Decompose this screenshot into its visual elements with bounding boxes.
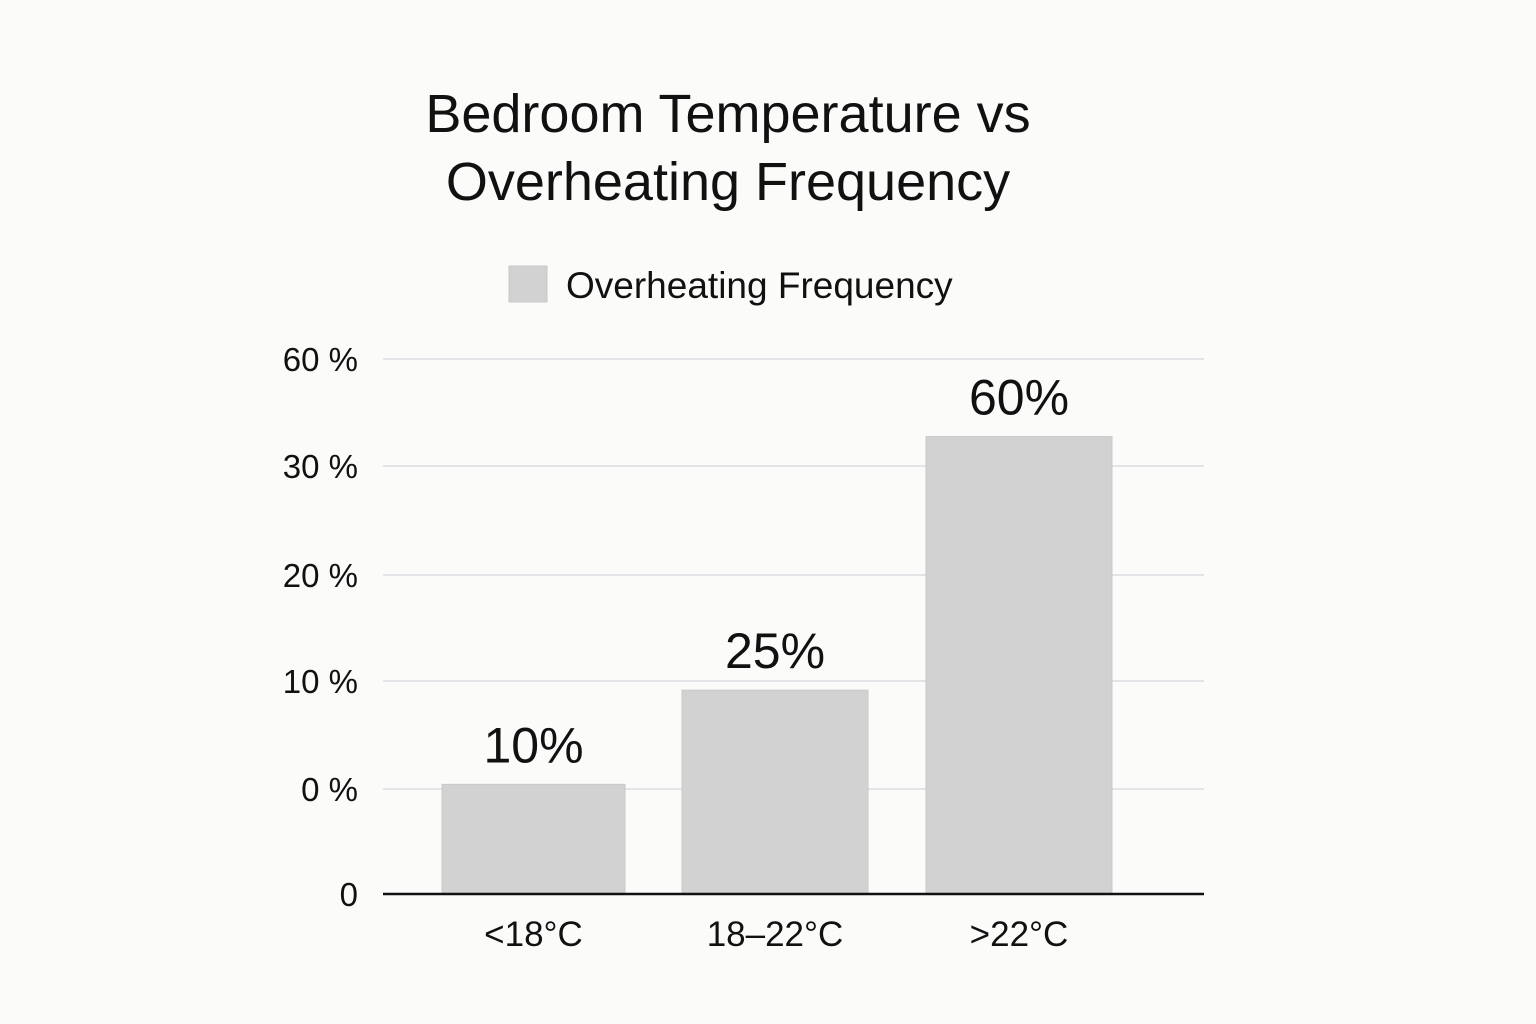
x-axis-labels: <18°C 18–22°C >22°C bbox=[484, 915, 1068, 954]
x-category-label: 18–22°C bbox=[707, 915, 844, 954]
y-tick-label: 0 % bbox=[301, 771, 358, 808]
y-tick-label: 30 % bbox=[283, 448, 358, 485]
x-category-label: <18°C bbox=[484, 915, 583, 954]
chart-title-line-2: Overheating Frequency bbox=[445, 152, 1011, 212]
y-tick-label: 20 % bbox=[283, 557, 358, 594]
bar bbox=[441, 783, 626, 894]
x-category-label: >22°C bbox=[970, 915, 1069, 954]
legend: Overheating Frequency bbox=[508, 265, 953, 306]
y-tick-label: 10 % bbox=[283, 663, 358, 700]
bar-value-label: 25% bbox=[725, 623, 825, 679]
bar-value-label: 60% bbox=[969, 370, 1069, 426]
bar-value-label: 10% bbox=[483, 717, 583, 773]
y-tick-label: 0 bbox=[340, 876, 358, 913]
y-axis-ticks: 0 0 % 10 % 20 % 30 % 60 % bbox=[283, 341, 358, 913]
data-labels: 10% 25% 60% bbox=[483, 370, 1069, 774]
legend-label: Overheating Frequency bbox=[566, 265, 953, 306]
legend-swatch bbox=[508, 265, 548, 303]
bar bbox=[925, 436, 1113, 894]
bar bbox=[681, 689, 869, 894]
chart-title-line-1: Bedroom Temperature vs bbox=[425, 84, 1031, 144]
bars bbox=[441, 436, 1113, 894]
y-tick-label: 60 % bbox=[283, 341, 358, 378]
chart-title: Bedroom Temperature vs Overheating Frequ… bbox=[0, 80, 1456, 216]
